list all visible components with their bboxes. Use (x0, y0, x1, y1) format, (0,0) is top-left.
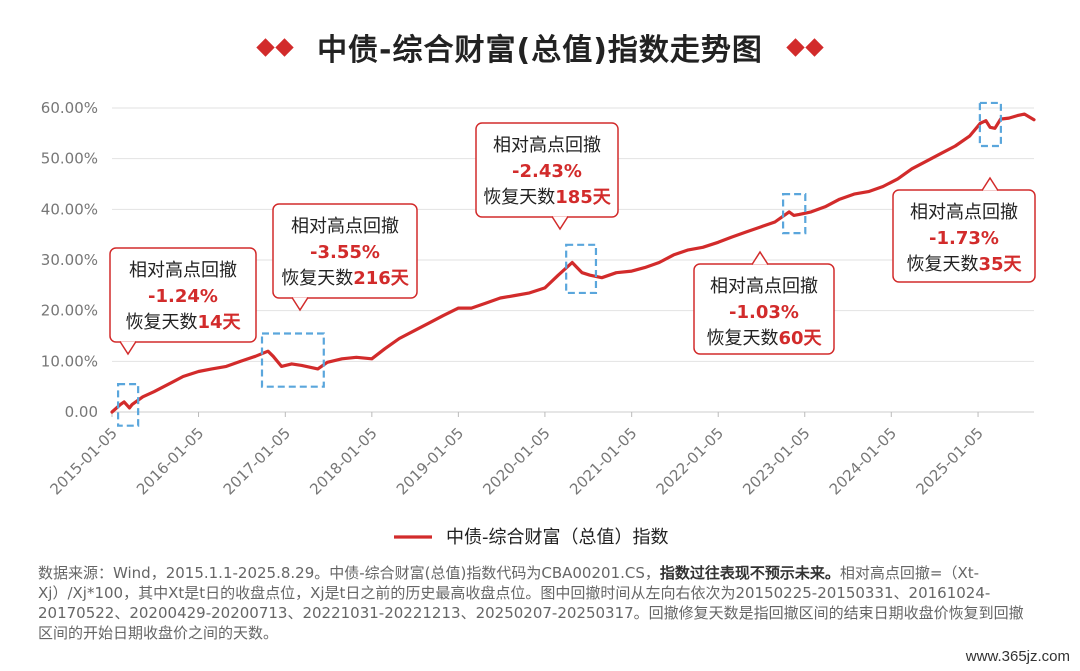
x-tick-label: 2021-01-05 (566, 424, 640, 498)
callout-recovery-label: 恢复天数 (483, 187, 555, 208)
callout-recovery: 恢复天数216天 (281, 268, 410, 289)
callout-label: 相对高点回撤 (910, 202, 1018, 223)
drawdown-box (260, 332, 325, 388)
callout-recovery-label: 恢复天数 (125, 312, 197, 333)
drawdown-callout: 相对高点回撤 -1.03% 恢复天数60天 (693, 250, 835, 355)
drawdown-callout: 相对高点回撤 -3.55% 恢复天数216天 (272, 203, 418, 312)
callout-pointer (291, 297, 309, 312)
y-tick-label: 0.00 (65, 403, 98, 421)
callout-pointer (551, 216, 569, 231)
x-tick-label: 2019-01-05 (393, 424, 467, 498)
callout-box (272, 203, 418, 299)
series-line (110, 112, 1036, 414)
callout-recovery-days: 35天 (978, 254, 1022, 275)
callout-recovery-days: 216天 (353, 268, 410, 289)
callout-recovery: 恢复天数60天 (706, 328, 822, 349)
callout-drawdown-value: -1.73% (929, 228, 999, 249)
drawdown-callout: 相对高点回撤 -2.43% 恢复天数185天 (475, 122, 619, 231)
drawdown-box (565, 243, 598, 295)
callout-drawdown-value: -1.24% (148, 286, 218, 307)
x-tick-label: 2015-01-05 (46, 424, 120, 498)
callout-pointer (119, 341, 137, 356)
x-tick-label: 2018-01-05 (306, 424, 380, 498)
y-tick-label: 10.00% (41, 352, 98, 370)
y-tick-label: 30.00% (41, 251, 98, 269)
x-tick-label: 2017-01-05 (220, 424, 294, 498)
y-tick-label: 50.00% (41, 150, 98, 168)
callout-recovery-label: 恢复天数 (906, 254, 978, 275)
source-text-continued: 相对高点回撤=（Xt-Xj）/Xj*100，其中Xt是t日的收盘点位，Xj是t日… (38, 564, 1024, 642)
callout-box (892, 189, 1036, 283)
drawdown-callout: 相对高点回撤 -1.24% 恢复天数14天 (109, 247, 257, 356)
callout-recovery-label: 恢复天数 (706, 328, 778, 349)
callout-recovery: 恢复天数185天 (483, 187, 612, 208)
y-tick-label: 40.00% (41, 200, 98, 218)
callout-box (475, 122, 619, 218)
x-tick-label: 2024-01-05 (826, 424, 900, 498)
callout-recovery-days: 185天 (555, 187, 612, 208)
callout-drawdown-value: -2.43% (512, 161, 582, 182)
chart-title: 中债-综合财富(总值)指数走势图 (317, 33, 763, 68)
drawdown-box (781, 193, 807, 235)
y-tick-label: 20.00% (41, 302, 98, 320)
legend-label: 中债-综合财富（总值）指数 (446, 527, 669, 548)
drawdown-callout: 相对高点回撤 -1.73% 恢复天数35天 (892, 176, 1036, 283)
callout-box (109, 247, 257, 343)
callout-recovery-label: 恢复天数 (281, 268, 353, 289)
callout-label: 相对高点回撤 (493, 135, 601, 156)
callout-recovery: 恢复天数14天 (125, 312, 241, 333)
x-tick-label: 2016-01-05 (133, 424, 207, 498)
callout-drawdown-value: -3.55% (310, 242, 380, 263)
callout-drawdown-value: -1.03% (729, 302, 799, 323)
source-text: 数据来源：Wind，2015.1.1-2025.8.29。中债-综合财富(总值)… (38, 564, 660, 582)
y-tick-label: 60.00% (41, 99, 98, 117)
source-note: 数据来源：Wind，2015.1.1-2025.8.29。中债-综合财富(总值)… (38, 563, 1038, 643)
x-tick-label: 2022-01-05 (653, 424, 727, 498)
watermark: www.365jz.com (965, 648, 1070, 665)
callout-label: 相对高点回撤 (710, 276, 818, 297)
callout-recovery-days: 14天 (197, 312, 241, 333)
callout-label: 相对高点回撤 (129, 260, 237, 281)
callout-recovery: 恢复天数35天 (906, 254, 1022, 275)
callout-pointer (751, 250, 769, 265)
x-tick-label: 2023-01-05 (739, 424, 813, 498)
source-disclaimer: 指数过往表现不预示未来。 (659, 564, 840, 582)
drawdown-box (116, 383, 140, 427)
callout-pointer (981, 176, 999, 191)
line-chart: 0.00 10.00% 20.00% 30.00% 40.00% 50.00% 60.00%… (41, 99, 1036, 548)
x-tick-label: 2025-01-05 (912, 424, 986, 498)
x-tick-label: 2020-01-05 (479, 424, 553, 498)
callout-recovery-days: 60天 (778, 328, 822, 349)
chart-title-bar: 中债-综合财富(总值)指数走势图 (0, 22, 1080, 72)
callout-label: 相对高点回撤 (291, 216, 399, 237)
